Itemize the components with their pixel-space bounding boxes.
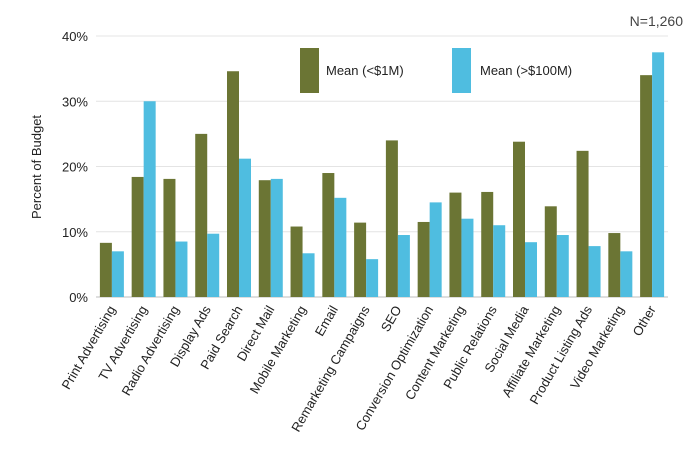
bar-large-0 xyxy=(111,251,124,297)
bar-small-10 xyxy=(417,221,430,297)
bars xyxy=(99,52,665,298)
bar-small-11 xyxy=(449,192,462,297)
bar-large-8 xyxy=(366,259,379,297)
bar-large-16 xyxy=(620,251,633,297)
bar-large-6 xyxy=(302,253,315,297)
y-tick-label: 20% xyxy=(62,160,88,175)
bar-small-13 xyxy=(513,141,525,297)
legend-label-1: Mean (>$100M) xyxy=(480,63,572,78)
sample-size-note: N=1,260 xyxy=(630,13,684,29)
bar-large-11 xyxy=(461,218,474,297)
bar-small-15 xyxy=(576,150,589,297)
bar-large-13 xyxy=(525,242,537,297)
bar-large-17 xyxy=(652,52,665,297)
y-axis-title: Percent of Budget xyxy=(29,115,44,219)
bar-large-2 xyxy=(175,241,188,297)
bar-small-16 xyxy=(608,233,621,297)
bar-small-7 xyxy=(322,173,335,297)
bar-large-12 xyxy=(493,225,506,297)
bar-small-9 xyxy=(385,140,398,297)
legend-swatch-0 xyxy=(300,48,319,93)
bar-large-3 xyxy=(207,233,220,297)
bar-small-17 xyxy=(640,75,653,298)
bar-small-5 xyxy=(258,180,271,297)
y-tick-label: 0% xyxy=(69,290,88,305)
bar-large-7 xyxy=(334,197,347,297)
bar-small-4 xyxy=(227,71,239,297)
bar-large-9 xyxy=(397,235,410,297)
bar-large-4 xyxy=(239,158,251,297)
y-tick-label: 30% xyxy=(62,94,88,109)
bar-small-0 xyxy=(99,242,112,297)
legend: Mean (<$1M) Mean (>$100M) xyxy=(300,48,572,93)
y-tick-label: 40% xyxy=(62,29,88,44)
bar-large-10 xyxy=(429,202,442,297)
bar-large-1 xyxy=(143,101,156,297)
bar-small-1 xyxy=(131,176,144,297)
bar-small-14 xyxy=(544,206,557,297)
x-tick-label: Email xyxy=(312,303,341,339)
bar-small-6 xyxy=(290,226,303,297)
bar-small-8 xyxy=(354,222,367,297)
x-tick-label: SEO xyxy=(378,303,405,334)
bar-small-3 xyxy=(195,133,208,297)
bar-small-12 xyxy=(481,191,494,297)
bar-small-2 xyxy=(163,178,176,297)
gridlines xyxy=(96,35,668,298)
y-axis: 0% 10% 20% 30% 40% xyxy=(62,29,88,305)
bar-large-15 xyxy=(588,246,601,297)
legend-swatch-1 xyxy=(452,48,471,93)
y-tick-label: 10% xyxy=(62,225,88,240)
x-tick-label: Other xyxy=(629,302,659,338)
bar-large-5 xyxy=(270,178,283,297)
legend-label-0: Mean (<$1M) xyxy=(326,63,404,78)
bar-large-14 xyxy=(556,235,569,297)
